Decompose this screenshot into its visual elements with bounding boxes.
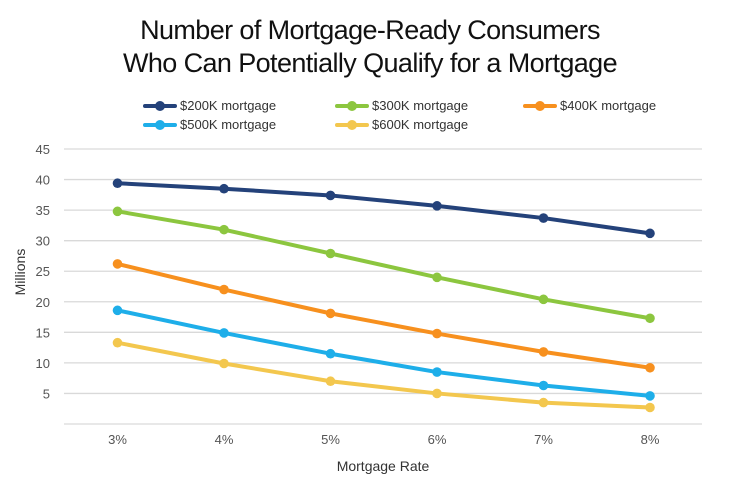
y-tick-label: 40: [36, 173, 50, 188]
data-point: [219, 358, 229, 369]
data-point: [112, 305, 123, 316]
series-line-0: [115, 181, 652, 236]
legend-item-200k: $200K mortgage: [143, 98, 276, 113]
data-point: [538, 380, 549, 391]
data-point: [538, 213, 549, 223]
x-tick-label: 4%: [215, 432, 234, 447]
legend-swatch-300k: [335, 100, 369, 111]
y-tick-label: 20: [36, 295, 50, 310]
series-4: [112, 337, 655, 413]
y-tick-label: 45: [36, 142, 50, 157]
series-1: [112, 206, 655, 324]
legend-item-300k: $300K mortgage: [335, 98, 468, 113]
series-3: [112, 305, 655, 401]
data-point: [645, 402, 655, 413]
legend-item-500k: $500K mortgage: [143, 117, 276, 132]
legend-item-600k: $600K mortgage: [335, 117, 468, 132]
legend-swatch-200k: [143, 100, 177, 111]
legend-label-500k: $500K mortgage: [180, 117, 277, 132]
data-point: [538, 294, 549, 305]
data-point: [432, 388, 442, 399]
data-point: [432, 201, 442, 211]
data-point: [219, 328, 229, 338]
data-point: [325, 348, 336, 359]
data-point: [325, 376, 336, 387]
legend: $200K mortgage $300K mortgage $400K mort…: [0, 96, 740, 136]
gridlines: [64, 148, 702, 425]
data-point: [432, 272, 442, 283]
legend-swatch-400k: [523, 100, 557, 111]
y-tick-labels: 5 10 15 20 25 30 35 40 45: [36, 142, 50, 401]
x-tick-label: 5%: [321, 432, 340, 447]
chart-title-line-2: Who Can Potentially Qualify for a Mortga…: [122, 48, 618, 78]
chart-title: Number of Mortgage-Ready Consumers Who C…: [0, 14, 740, 80]
legend-swatch-600k: [335, 119, 369, 130]
y-tick-label: 35: [36, 203, 50, 218]
data-point: [538, 397, 549, 408]
chart-title-line-1: Number of Mortgage-Ready Consumers: [140, 15, 600, 45]
legend-label-300k: $300K mortgage: [372, 98, 469, 113]
x-tick-labels: 3% 4% 5% 6% 7% 8%: [108, 432, 660, 447]
x-axis-label: Mortgage Rate: [337, 458, 430, 474]
data-point: [325, 248, 336, 259]
legend-label-200k: $200K mortgage: [180, 98, 277, 113]
y-tick-label: 5: [43, 386, 50, 401]
x-tick-label: 8%: [641, 432, 660, 447]
data-point: [112, 178, 123, 189]
y-tick-label: 25: [36, 264, 50, 279]
y-tick-label: 30: [36, 234, 50, 249]
y-tick-label: 15: [36, 325, 50, 340]
data-point: [538, 347, 549, 357]
series-line-2: [115, 261, 652, 370]
data-point: [645, 391, 655, 401]
data-point: [645, 313, 655, 324]
data-point: [432, 328, 442, 339]
legend-label-400k: $400K mortgage: [560, 98, 657, 113]
x-tick-label: 7%: [534, 432, 553, 447]
series-line-4: [115, 340, 652, 410]
series-2: [112, 259, 655, 373]
data-point: [219, 284, 229, 295]
data-point: [219, 224, 229, 235]
data-point: [325, 308, 336, 319]
data-point: [112, 337, 123, 348]
legend-swatch-500k: [143, 119, 177, 130]
data-point: [219, 183, 229, 194]
data-point: [112, 206, 123, 217]
x-tick-label: 3%: [108, 432, 127, 447]
data-point: [645, 362, 655, 373]
data-point: [432, 367, 442, 377]
series-0: [112, 178, 655, 239]
data-point: [645, 228, 655, 239]
data-point: [112, 259, 123, 269]
x-tick-label: 6%: [428, 432, 447, 447]
data-point: [325, 190, 336, 201]
y-tick-label: 10: [36, 356, 50, 371]
legend-item-400k: $400K mortgage: [523, 98, 656, 113]
legend-label-600k: $600K mortgage: [372, 117, 469, 132]
series-group: [112, 178, 655, 413]
series-line-1: [115, 209, 652, 321]
series-line-3: [115, 308, 652, 398]
y-axis-label: Millions: [12, 249, 28, 296]
